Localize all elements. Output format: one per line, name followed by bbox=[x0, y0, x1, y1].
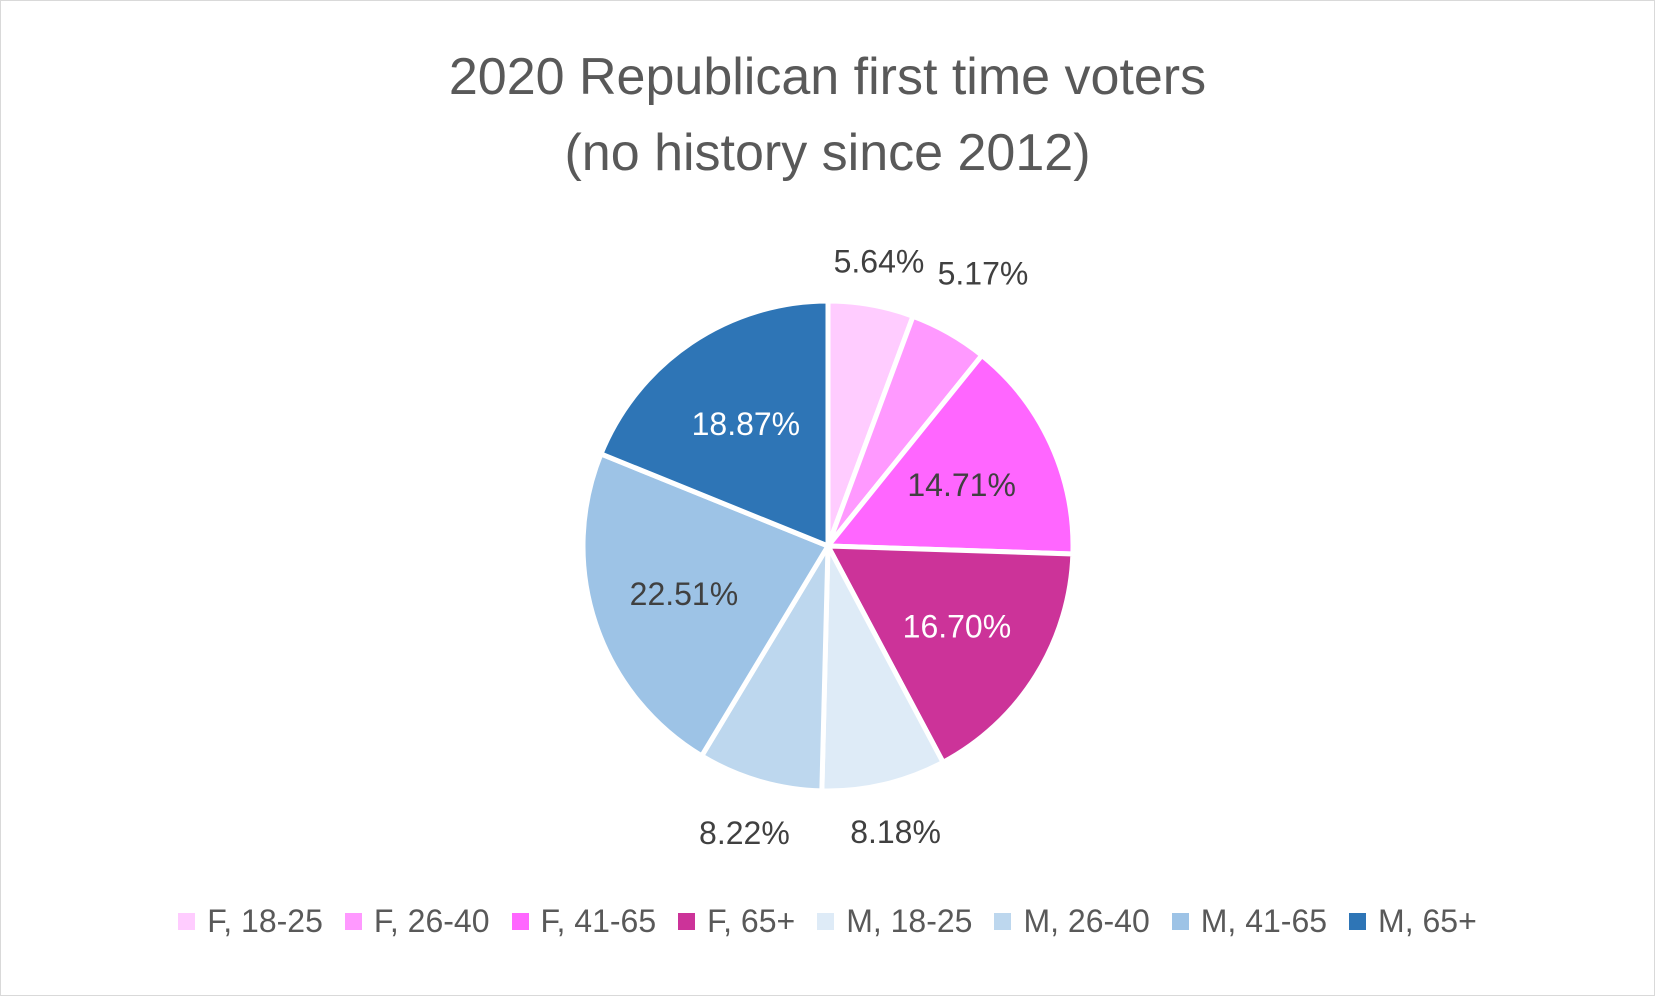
legend-swatch-4 bbox=[678, 913, 696, 930]
data-label-4: 16.70% bbox=[903, 608, 1012, 644]
data-label-8: 18.87% bbox=[692, 406, 801, 442]
legend-swatch-5 bbox=[817, 913, 835, 930]
chart-title-line-1: 2020 Republican first time voters bbox=[448, 48, 1207, 106]
legend-swatch-2 bbox=[344, 913, 362, 930]
legend-swatch-6 bbox=[994, 913, 1012, 930]
legend-item-8: M, 65+ bbox=[1349, 903, 1477, 940]
legend-item-3: F, 41-65 bbox=[511, 903, 657, 940]
chart-legend: F, 18-25 F, 26-40 F, 41-65 F, 65+ M, 18-25 M,… bbox=[1, 903, 1654, 940]
legend-label-4: F, 65+ bbox=[707, 903, 796, 939]
pie-slice-3 bbox=[825, 352, 1076, 557]
pie-slice-4 bbox=[825, 543, 1076, 765]
legend-label-1: F, 18-25 bbox=[207, 903, 323, 939]
legend-item-2: F, 26-40 bbox=[344, 903, 490, 940]
legend-swatch-3 bbox=[511, 913, 529, 930]
data-label-6: 8.22% bbox=[699, 815, 790, 851]
data-label-1: 5.64% bbox=[834, 243, 925, 279]
legend-label-6: M, 26-40 bbox=[1023, 903, 1150, 939]
pie-slice-8 bbox=[598, 298, 831, 549]
pie-slice-6 bbox=[699, 543, 831, 794]
legend-swatch-7 bbox=[1171, 913, 1189, 930]
legend-item-7: M, 41-65 bbox=[1171, 903, 1328, 940]
data-label-7: 22.51% bbox=[630, 576, 739, 612]
legend-item-4: F, 65+ bbox=[678, 903, 795, 940]
pie-slice-5 bbox=[819, 543, 946, 794]
pie-slice-7 bbox=[580, 451, 831, 759]
data-label-5: 8.18% bbox=[850, 814, 941, 850]
legend-label-8: M, 65+ bbox=[1378, 903, 1477, 939]
legend-label-7: M, 41-65 bbox=[1200, 903, 1328, 939]
chart-title: 2020 Republican first time voters (no hi… bbox=[1, 39, 1654, 191]
legend-label-5: M, 18-25 bbox=[846, 903, 973, 939]
legend-item-6: M, 26-40 bbox=[994, 903, 1150, 940]
legend-item-1: F, 18-25 bbox=[178, 903, 323, 940]
legend-swatch-8 bbox=[1349, 913, 1367, 930]
legend-label-3: F, 41-65 bbox=[540, 903, 657, 939]
legend-swatch-1 bbox=[178, 913, 196, 930]
legend-item-5: M, 18-25 bbox=[817, 903, 972, 940]
data-label-2: 5.17% bbox=[938, 255, 1029, 291]
data-label-3: 14.71% bbox=[907, 467, 1016, 503]
chart-title-line-2: (no history since 2012) bbox=[564, 124, 1091, 182]
legend-label-2: F, 26-40 bbox=[373, 903, 490, 939]
